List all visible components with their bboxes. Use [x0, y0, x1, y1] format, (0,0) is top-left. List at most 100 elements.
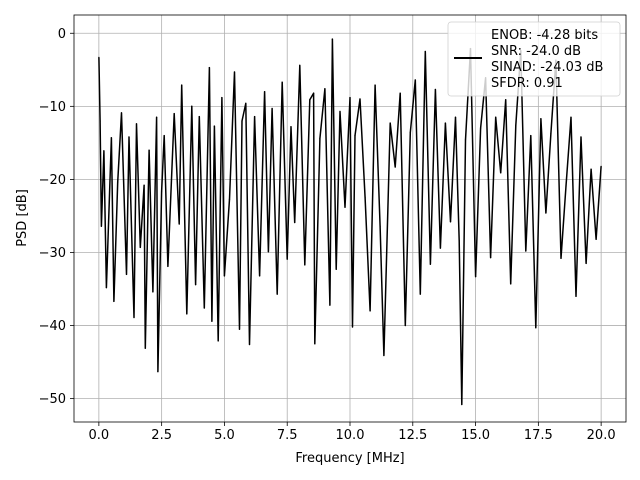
psd-data-point	[349, 97, 351, 99]
psd-data-point	[173, 113, 175, 115]
psd-data-point	[354, 135, 356, 137]
y-tick-label: −40	[39, 319, 66, 334]
psd-data-point	[419, 293, 421, 295]
psd-data-point	[198, 116, 200, 118]
psd-data-point	[238, 328, 241, 330]
psd-data-point	[374, 84, 376, 86]
psd-data-point	[500, 172, 502, 174]
psd-data-point	[575, 295, 577, 297]
psd-data-point	[389, 122, 391, 124]
psd-data-point	[535, 327, 537, 329]
axis-ticks: 0.0 2.5 5.0 7.5 10.0 12.5 15.0 17.5 20.0 0 −10 −20 −…	[39, 27, 616, 443]
psd-data-point	[186, 313, 188, 315]
legend-box	[447, 21, 621, 97]
y-tick-label: −50	[39, 392, 66, 407]
psd-data-point	[439, 247, 441, 249]
psd-data-point	[404, 324, 406, 327]
psd-data-point	[203, 307, 205, 309]
psd-data-point	[550, 132, 552, 134]
psd-data-point	[424, 50, 426, 53]
psd-data-point	[217, 340, 219, 342]
psd-data-point	[454, 116, 457, 118]
psd-data-point	[143, 184, 145, 186]
psd-data-point	[304, 264, 306, 266]
psd-data-point	[195, 284, 197, 286]
psd-data-point	[103, 150, 105, 152]
psd-data-point	[369, 310, 371, 312]
y-axis-label: PSD [dB]	[15, 189, 30, 247]
psd-data-point	[213, 125, 215, 127]
psd-data-point	[585, 262, 587, 264]
psd-data-point	[100, 225, 102, 227]
psd-data-point	[480, 127, 482, 129]
psd-data-point	[475, 276, 477, 278]
psd-data-point	[128, 136, 130, 138]
psd-data-point	[434, 88, 436, 91]
psd-data-point	[245, 102, 247, 104]
psd-data-point	[495, 116, 497, 118]
psd-data-point	[290, 126, 292, 128]
legend-label: ENOB: -4.28 bits SNR: -24.0 dB SINAD: -24.…	[491, 28, 603, 91]
psd-data-point	[461, 403, 463, 406]
psd-data-point	[144, 347, 146, 349]
x-tick-label: 5.0	[214, 428, 235, 443]
psd-data-point	[191, 105, 193, 107]
x-axis-label: Frequency [MHz]	[295, 451, 404, 466]
psd-data-point	[409, 132, 411, 134]
legend-entry-line: SNR: -24.0 dB	[491, 44, 581, 59]
psd-data-point	[313, 92, 315, 94]
psd-data-point	[267, 251, 269, 253]
psd-data-point	[248, 343, 251, 346]
x-tick-label: 17.5	[524, 428, 553, 443]
psd-data-point	[560, 257, 562, 259]
psd-data-point	[125, 273, 128, 275]
psd-data-point	[294, 221, 296, 224]
psd-data-point	[464, 139, 467, 141]
psd-data-point	[399, 92, 401, 94]
psd-data-point	[505, 99, 507, 101]
x-tick-label: 12.5	[398, 428, 427, 443]
psd-data-point	[98, 56, 100, 59]
x-tick-label: 15.0	[461, 428, 490, 443]
psd-data-point	[271, 107, 273, 110]
psd-data-point	[241, 120, 243, 122]
y-tick-label: 0	[58, 27, 66, 42]
psd-data-point	[133, 316, 135, 319]
psd-data-point	[178, 223, 180, 225]
psd-data-point	[221, 97, 223, 99]
x-tick-label: 2.5	[151, 428, 172, 443]
psd-data-point	[139, 246, 141, 248]
psd-data-point	[580, 136, 582, 138]
psd-data-point	[281, 81, 283, 83]
psd-data-point	[339, 110, 341, 113]
psd-data-point	[135, 123, 138, 125]
psd-data-point	[286, 258, 288, 260]
psd-data-point	[359, 98, 361, 100]
psd-data-point	[113, 300, 115, 302]
psd-data-point	[595, 238, 597, 240]
psd-data-point	[525, 250, 527, 252]
psd-data-point	[120, 112, 123, 114]
psd-data-point	[117, 181, 119, 183]
psd-data-point	[364, 197, 366, 199]
legend-entry-line: SINAD: -24.03 dB	[491, 60, 603, 75]
legend-entry-line: SFDR: 0.91	[491, 76, 563, 91]
psd-data-point	[110, 137, 112, 139]
psd-data-point	[314, 343, 316, 345]
psd-data-point	[148, 149, 150, 151]
psd-data-point	[600, 165, 602, 167]
psd-data-point	[264, 91, 266, 93]
psd-data-point	[152, 291, 154, 293]
psd-data-point	[565, 185, 567, 187]
psd-data-point	[259, 275, 261, 277]
psd-data-point	[319, 137, 321, 140]
psd-data-point	[161, 191, 163, 193]
psd-data-point	[181, 84, 183, 86]
psd-data-point	[324, 88, 326, 90]
psd-data-point	[351, 326, 354, 328]
psd-data-point	[545, 212, 547, 214]
psd-data-point	[105, 287, 107, 289]
psd-data-point	[458, 240, 460, 242]
psd-data-point	[449, 221, 452, 223]
